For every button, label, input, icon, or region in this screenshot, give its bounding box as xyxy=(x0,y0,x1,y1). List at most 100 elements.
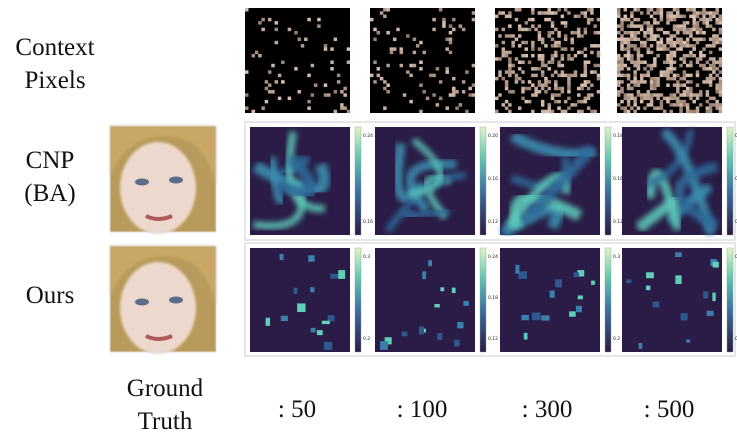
context-pixel xyxy=(422,90,426,94)
column-label: : 100 xyxy=(397,396,448,423)
heat-speck xyxy=(327,315,335,322)
context-pixel xyxy=(699,30,703,35)
context-pixel xyxy=(679,40,683,45)
context-pixel xyxy=(445,47,449,51)
context-pixel xyxy=(630,57,634,61)
context-pixel xyxy=(620,47,624,51)
context-pixel xyxy=(557,40,561,45)
context-pixel xyxy=(508,103,512,107)
context-pixel xyxy=(540,40,545,45)
heat-speck xyxy=(419,326,424,335)
context-pixel xyxy=(623,109,628,114)
context-pixel xyxy=(633,24,637,28)
context-pixel xyxy=(689,30,693,35)
context-pixel xyxy=(461,80,466,84)
context-pixel xyxy=(689,14,693,19)
eye xyxy=(169,296,183,304)
context-pixel xyxy=(620,80,624,84)
context-pixel xyxy=(633,70,637,74)
context-pixel xyxy=(468,93,472,97)
context-pixel xyxy=(626,40,631,45)
context-pixel xyxy=(620,86,624,91)
context-pixel xyxy=(689,109,693,114)
context-pixel xyxy=(617,63,621,68)
context-pixel xyxy=(620,73,624,78)
context-pixel xyxy=(617,67,621,71)
heat-speck xyxy=(541,315,550,321)
context-pixel xyxy=(550,11,555,15)
context-pixel xyxy=(432,27,436,32)
context-pixel xyxy=(653,34,657,38)
context-pixel xyxy=(554,99,558,104)
context-pixel xyxy=(653,11,657,15)
context-pixel xyxy=(527,17,532,22)
context-pixel xyxy=(544,17,548,22)
context-pixel xyxy=(653,57,657,61)
context-pixel xyxy=(685,30,690,35)
context-pixel xyxy=(633,47,637,51)
context-pixel xyxy=(662,73,667,78)
context-pixel xyxy=(524,27,529,32)
context-pixel xyxy=(537,57,542,61)
context-pixel xyxy=(527,86,532,91)
context-pixel xyxy=(504,70,509,74)
context-pixel xyxy=(695,14,700,19)
context-pixel xyxy=(679,83,683,87)
context-pixel xyxy=(626,103,631,107)
context-pixel xyxy=(465,109,469,114)
context-pixel xyxy=(623,30,628,35)
context-pixel xyxy=(636,106,641,110)
context-pixel xyxy=(692,37,696,42)
context-pixel xyxy=(626,50,631,55)
context-pixel xyxy=(656,27,660,32)
context-pixel xyxy=(623,63,628,68)
context-pixel xyxy=(639,24,644,28)
context-pixel xyxy=(676,96,680,101)
context-pixel xyxy=(307,99,311,104)
context-pixel xyxy=(617,30,621,35)
context-pixel xyxy=(557,99,561,104)
context-pixel xyxy=(669,103,673,107)
context-pixel xyxy=(563,47,568,51)
context-pixel xyxy=(258,53,262,58)
context-pixel xyxy=(676,14,680,19)
context-pixel xyxy=(676,11,680,15)
context-pixel xyxy=(623,8,628,12)
context-pixel xyxy=(508,34,512,38)
context-pixel xyxy=(718,37,723,42)
context-pixel xyxy=(623,47,628,51)
context-pixel xyxy=(583,99,588,104)
context-pixel xyxy=(692,8,696,12)
context-pixel xyxy=(718,76,723,81)
context-pixel xyxy=(656,40,660,45)
colorbar-tick-label: 0.3 xyxy=(613,254,620,260)
context-pixel xyxy=(461,27,466,32)
context-pixel xyxy=(508,11,512,15)
context-pixel xyxy=(521,40,525,45)
context-pixel xyxy=(495,109,499,114)
heat-speck xyxy=(675,275,682,285)
context-pixel xyxy=(547,106,551,110)
context-pixel xyxy=(643,40,647,45)
context-pixel xyxy=(669,96,673,101)
context-pixel xyxy=(429,73,433,78)
colorbar xyxy=(479,126,487,236)
context-pixel xyxy=(583,73,588,78)
context-pixel xyxy=(277,73,282,78)
context-pixel xyxy=(620,24,624,28)
context-pixel xyxy=(586,17,591,22)
context-pixel xyxy=(580,109,584,114)
context-pixel xyxy=(445,67,449,71)
context-pixel xyxy=(392,47,397,51)
heat-speck xyxy=(652,301,660,308)
heat-blob xyxy=(647,128,695,187)
context-pixel xyxy=(461,90,466,94)
context-pixel xyxy=(527,99,532,104)
error-map: 0.3 0.2 xyxy=(500,247,620,353)
context-pixel xyxy=(662,30,667,35)
context-pixel xyxy=(630,37,634,42)
context-pixel xyxy=(672,60,677,64)
row-label: CNP xyxy=(26,147,75,174)
context-pixel xyxy=(511,70,515,74)
context-pixel xyxy=(682,24,687,28)
